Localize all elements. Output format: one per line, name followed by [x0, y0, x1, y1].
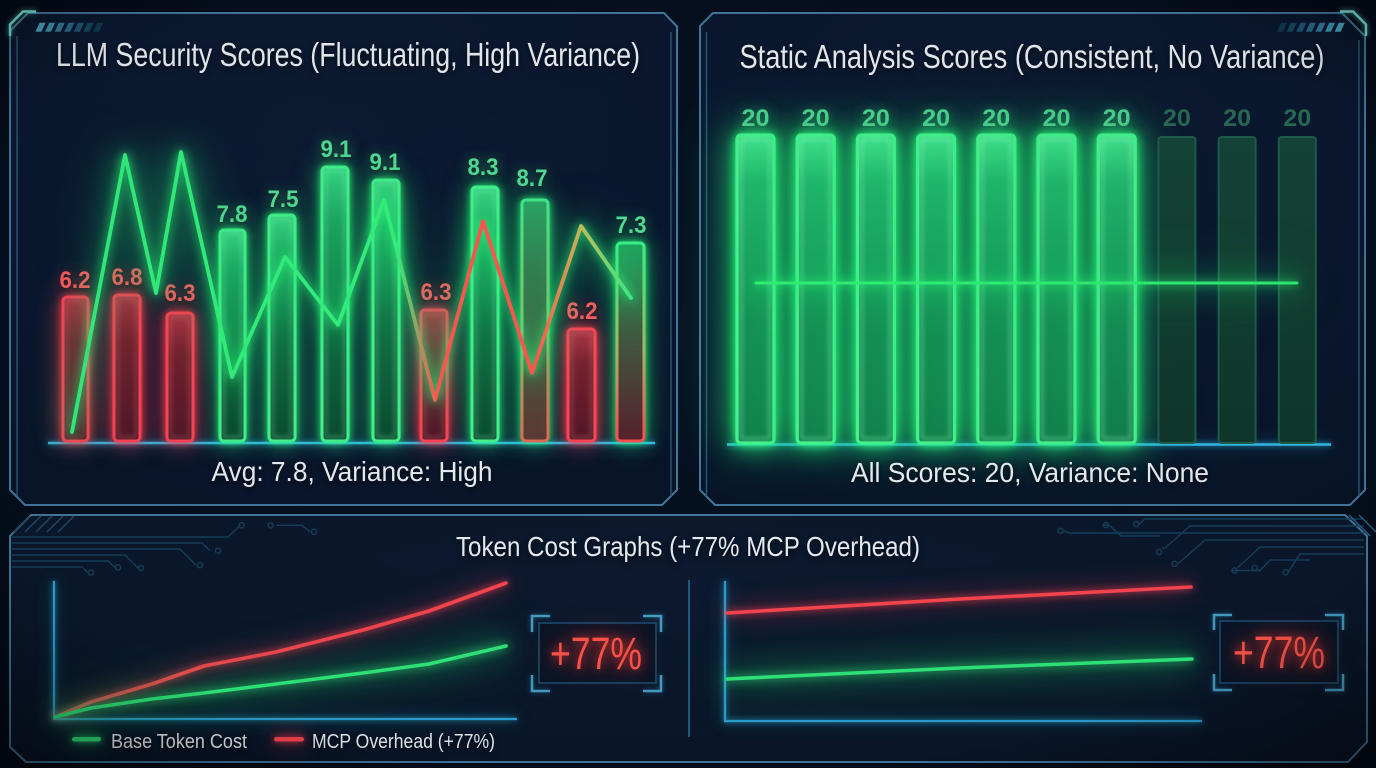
svg-text:6.3: 6.3 — [421, 279, 452, 306]
svg-text:7.3: 7.3 — [616, 212, 647, 239]
svg-text:20: 20 — [742, 105, 770, 132]
svg-text:6.3: 6.3 — [165, 280, 196, 307]
svg-text:Base Token Cost: Base Token Cost — [111, 731, 247, 753]
svg-text:6.8: 6.8 — [112, 264, 143, 291]
svg-text:LLM Security Scores (Fluctuati: LLM Security Scores (Fluctuating, High V… — [56, 36, 640, 73]
svg-text:Token Cost Graphs (+77% MCP Ov: Token Cost Graphs (+77% MCP Overhead) — [456, 531, 920, 562]
svg-text:20: 20 — [922, 105, 950, 132]
svg-text:6.2: 6.2 — [60, 267, 91, 294]
svg-text:20: 20 — [1043, 105, 1071, 132]
svg-text:MCP Overhead (+77%): MCP Overhead (+77%) — [312, 731, 495, 753]
svg-text:Static Analysis Scores (Consis: Static Analysis Scores (Consistent, No V… — [740, 38, 1325, 75]
svg-text:+77%: +77% — [1233, 627, 1325, 678]
svg-text:20: 20 — [1103, 105, 1131, 132]
svg-text:Avg: 7.8, Variance: High: Avg: 7.8, Variance: High — [212, 456, 493, 487]
svg-text:20: 20 — [802, 105, 830, 132]
svg-text:+77%: +77% — [550, 628, 642, 679]
svg-text:9.1: 9.1 — [370, 149, 401, 176]
svg-text:20: 20 — [1283, 105, 1311, 132]
svg-text:7.5: 7.5 — [268, 186, 299, 213]
svg-text:20: 20 — [982, 105, 1010, 132]
svg-text:8.7: 8.7 — [517, 165, 548, 192]
svg-text:All Scores: 20, Variance: None: All Scores: 20, Variance: None — [851, 457, 1209, 488]
svg-text:7.8: 7.8 — [217, 201, 248, 228]
svg-text:20: 20 — [1163, 105, 1191, 132]
svg-text:9.1: 9.1 — [321, 136, 352, 163]
svg-text:8.3: 8.3 — [468, 154, 499, 181]
svg-text:6.2: 6.2 — [567, 298, 598, 325]
svg-text:20: 20 — [1223, 105, 1251, 132]
svg-text:20: 20 — [862, 105, 890, 132]
